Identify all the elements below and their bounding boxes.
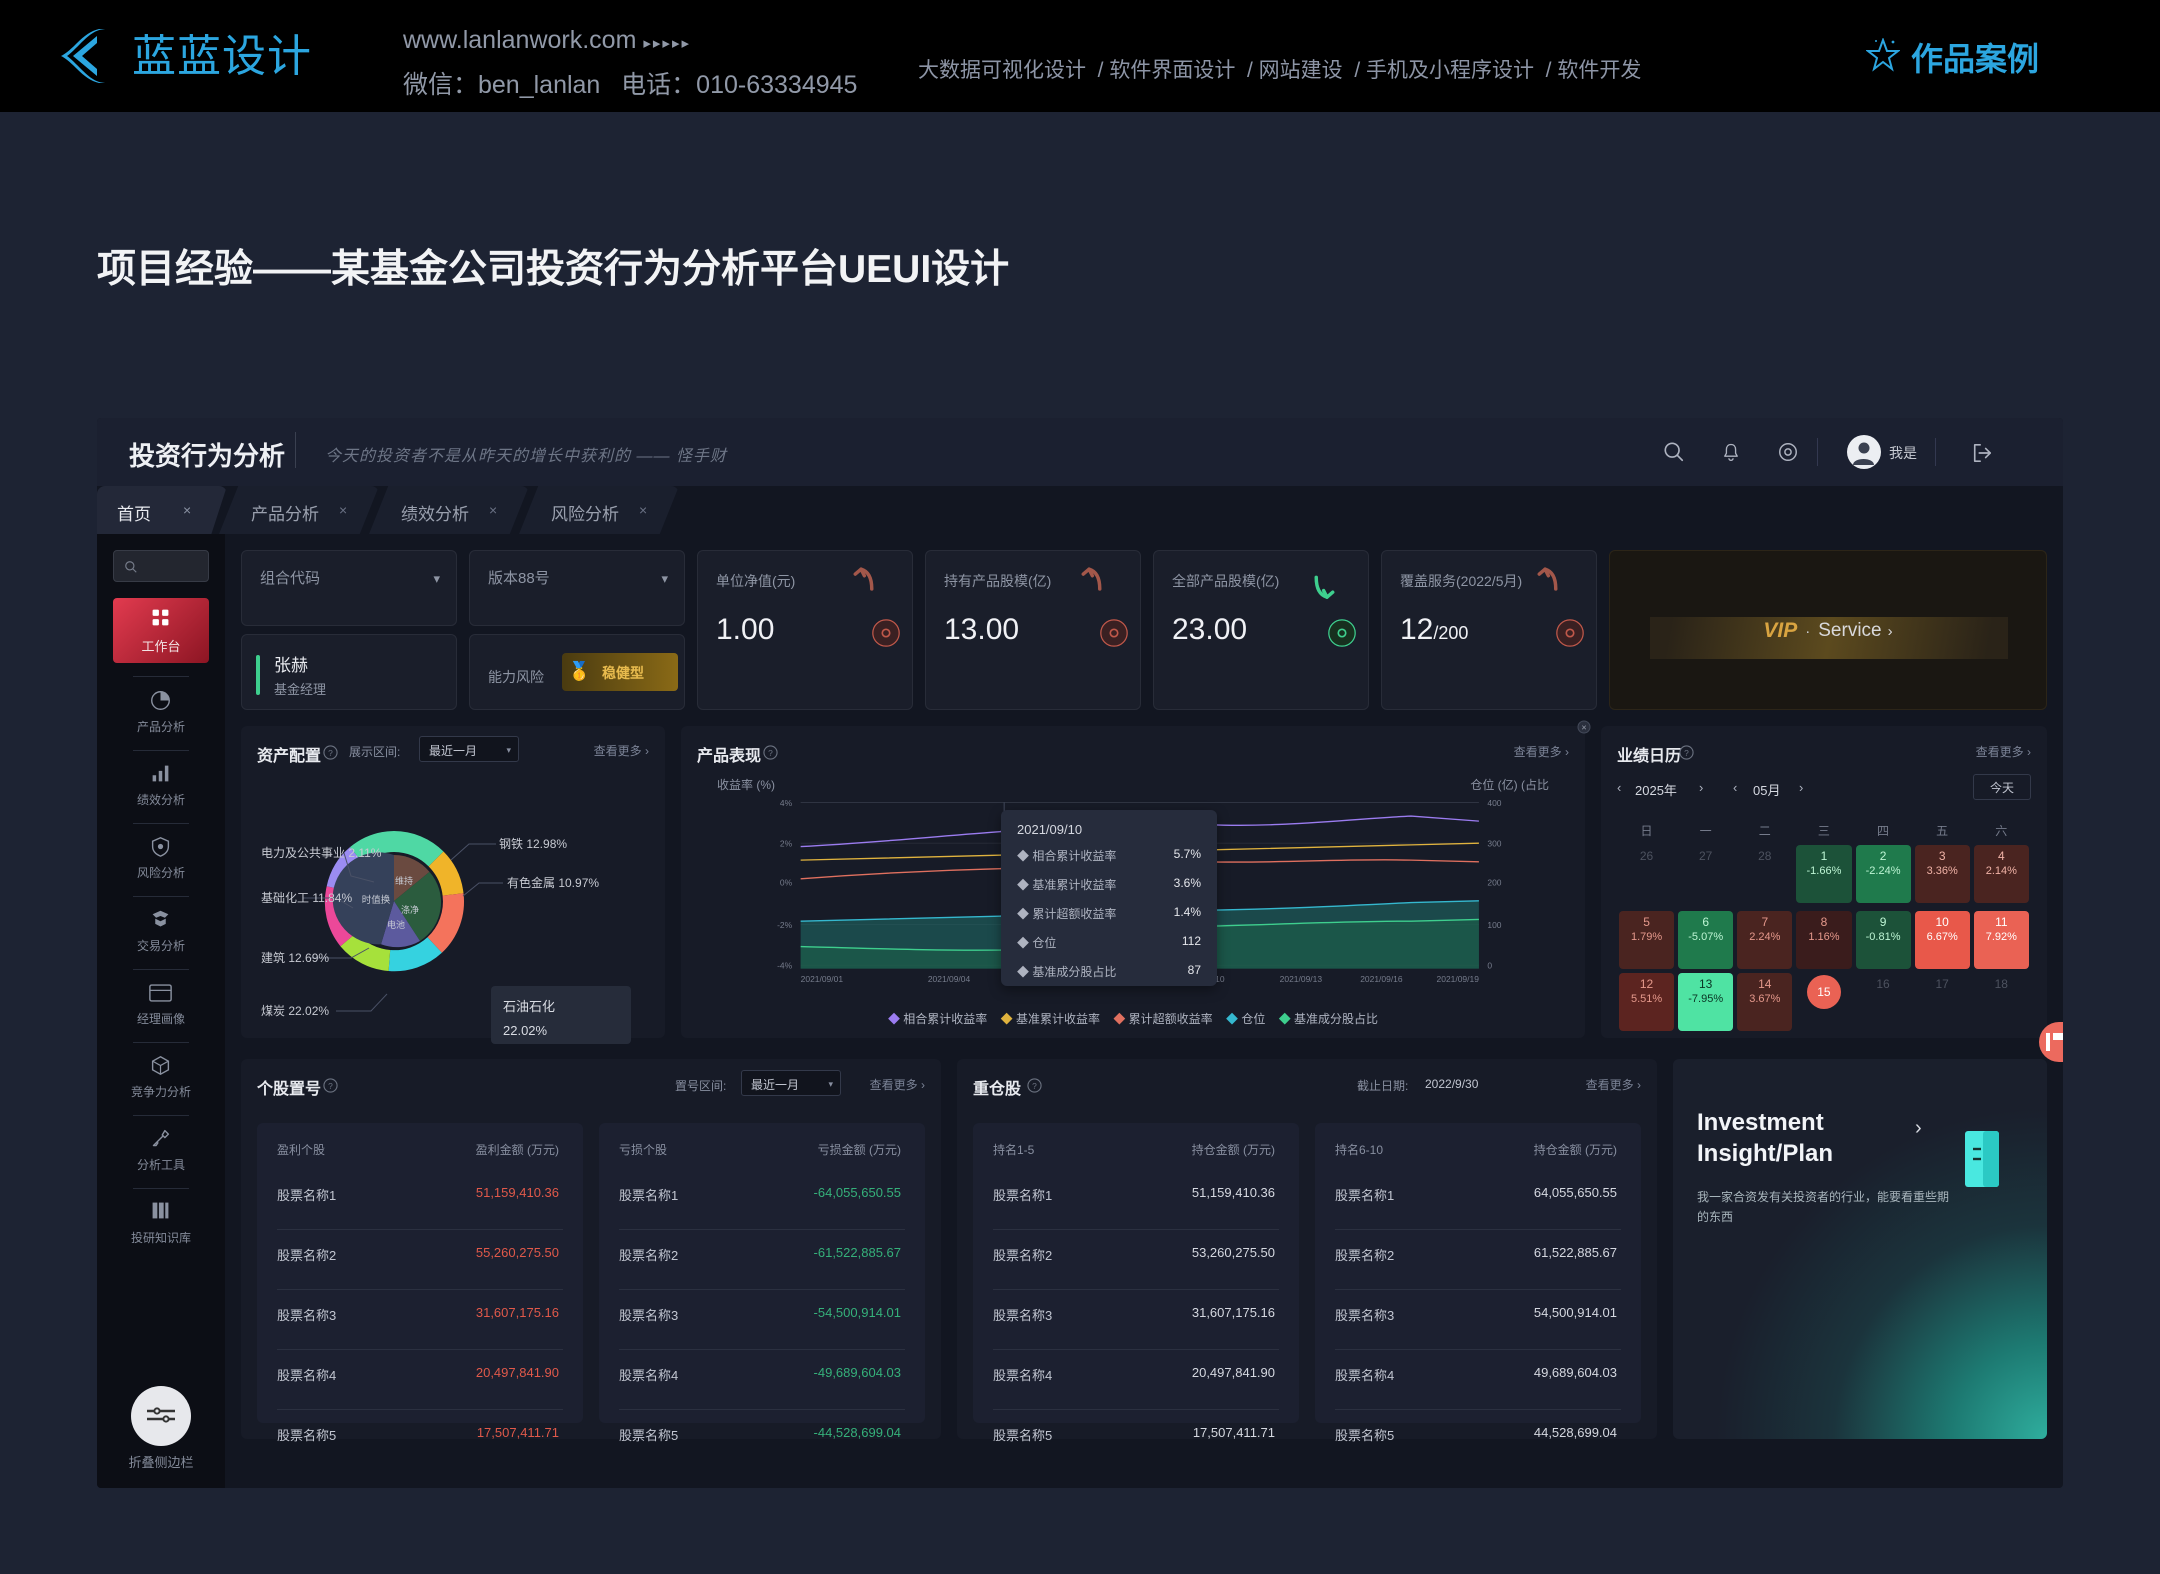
svg-text:2021/09/01: 2021/09/01 [801, 974, 844, 984]
svg-text:?: ? [328, 1081, 333, 1091]
svg-text:?: ? [1032, 1081, 1037, 1091]
svg-text:?: ? [768, 748, 773, 758]
svg-text:0: 0 [1487, 961, 1492, 971]
svg-text:300: 300 [1487, 839, 1501, 849]
svg-text:-4%: -4% [777, 961, 793, 971]
svg-text:100: 100 [1487, 920, 1501, 930]
svg-text:2021/09/19: 2021/09/19 [1437, 974, 1480, 984]
svg-text:4%: 4% [780, 798, 793, 808]
svg-text:2%: 2% [780, 839, 793, 849]
svg-text:?: ? [1684, 748, 1689, 758]
svg-text:2021/09/13: 2021/09/13 [1280, 974, 1323, 984]
svg-text:2021/09/04: 2021/09/04 [928, 974, 971, 984]
svg-text:200: 200 [1487, 878, 1501, 888]
svg-text:-2%: -2% [777, 920, 793, 930]
svg-text:×: × [1581, 723, 1586, 733]
svg-text:400: 400 [1487, 798, 1501, 808]
svg-text:2021/09/16: 2021/09/16 [1360, 974, 1403, 984]
svg-text:0%: 0% [780, 878, 793, 888]
